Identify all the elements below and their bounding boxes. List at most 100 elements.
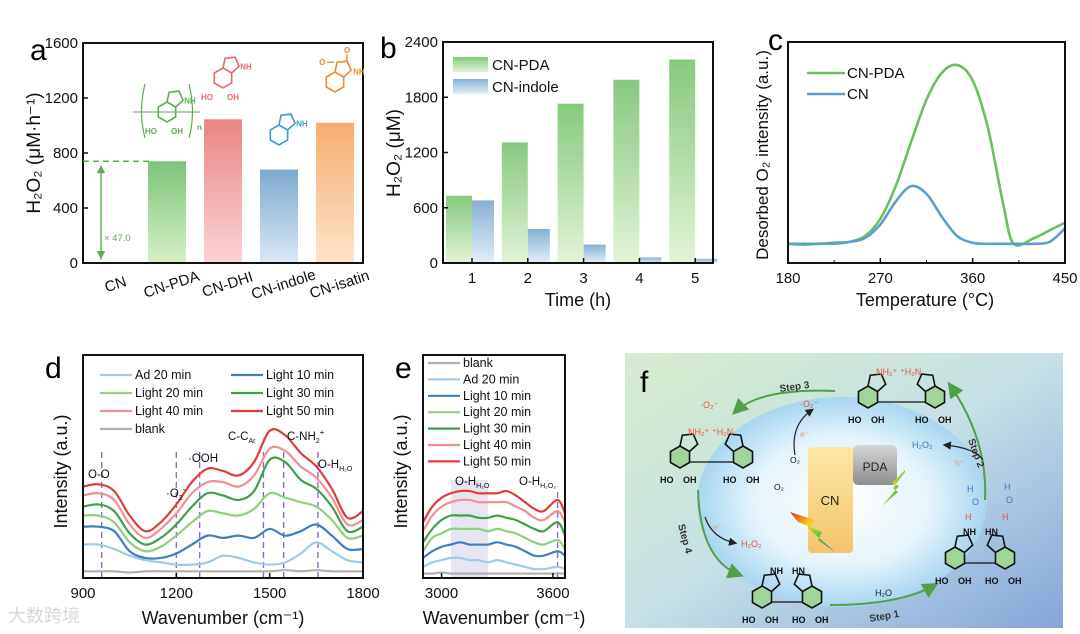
plot-frame — [82, 42, 364, 264]
x-tick-label: 2 — [524, 270, 532, 287]
h2o2-label: H₂O₂ — [912, 440, 933, 450]
cn-label: CN — [821, 493, 840, 508]
h2o2-label: H₂O₂ — [741, 539, 762, 549]
structure-label: O — [344, 46, 350, 55]
panel-label-b: b — [380, 32, 397, 65]
structure-label: O — [319, 58, 325, 67]
hydroxyl-label: HO — [792, 615, 806, 625]
legend-swatch-cn-indole — [453, 79, 488, 94]
pyrrole-ring-icon — [793, 573, 813, 593]
annotation-text: O-H — [455, 476, 476, 488]
panel-label-f: f — [640, 366, 649, 399]
water-atom-label: H — [965, 512, 972, 522]
y-axis-label: H₂O₂ (μM) — [384, 109, 405, 197]
series-line-light-10-min — [422, 541, 566, 559]
y-axis-label: Intensity (a.u.) — [51, 414, 71, 528]
structure-label: HO — [201, 93, 213, 102]
watermark: 大数跨境 — [8, 606, 80, 626]
bar-cn-indole — [527, 228, 550, 263]
series-line-blank — [422, 571, 565, 575]
panel-b: b 1 2 3 4 5 0 600 1200 1800 2400 CN-PDA CN-indole Tim… — [380, 32, 718, 310]
hole-label: h⁺ — [955, 458, 965, 468]
hydroxyl-label: OH — [765, 615, 779, 625]
y-tick-label: 0 — [430, 255, 438, 272]
bar-cn-indole — [583, 244, 606, 263]
h2o-label: H₂O — [875, 588, 892, 598]
hydroxyl-label: HO — [742, 615, 756, 625]
x-tick-label: 1 — [468, 270, 476, 287]
legend-label: Light 40 min — [463, 438, 531, 452]
cycle-arrow-step1 — [829, 583, 939, 606]
bar-cn-dhi — [204, 119, 242, 263]
h2n-plus-label: ⁺H₂N — [712, 427, 733, 437]
x-tick-label: 360 — [960, 270, 985, 287]
x-tick-label: CN-indole — [249, 266, 318, 303]
x-tick-label: 270 — [868, 270, 893, 287]
x-tick-label: CN — [103, 273, 129, 296]
x-tick-label: 1800 — [346, 585, 379, 602]
water-atom-label: O — [972, 497, 979, 507]
hydroxyl-label: HO — [915, 415, 929, 425]
annotation-superscript: - — [183, 485, 186, 494]
pyrrole-ring-icon — [724, 433, 744, 453]
cycle-arrow-step2 — [947, 381, 987, 501]
legend-label: blank — [463, 356, 494, 370]
annotation-text: C-C — [228, 431, 248, 443]
x-tick-label: 450 — [1052, 270, 1077, 287]
structure-label: NH — [240, 62, 252, 71]
dimer-step2: HO OH HO OH NH HN — [935, 527, 1022, 586]
superoxide-label: ·O₂⁻ — [800, 399, 818, 409]
peak-annotation: ·O2- — [166, 485, 186, 502]
x-axis-label: Wavenumber (cm⁻¹) — [423, 608, 586, 628]
benzene-ring-icon — [751, 585, 773, 609]
benzene-ring-icon — [669, 445, 691, 469]
x-tick-label: 4 — [635, 270, 643, 287]
plot-frame — [787, 41, 1066, 264]
annotation-text: ·O — [166, 488, 179, 500]
h2o2-formation-arrow — [704, 516, 738, 546]
structure-label: HO — [145, 127, 157, 136]
legend-label: CN — [847, 86, 869, 103]
benzene-ring-icon — [732, 445, 754, 469]
x-axis-label: Time (h) — [545, 290, 611, 310]
x-axis-label: Temperature (°C) — [856, 290, 994, 310]
peak-annotation: O-HH₂O — [455, 476, 490, 490]
light-bolt-icon — [790, 512, 835, 552]
superoxide-label: ·O₂⁻ — [700, 400, 718, 410]
series-line-ad-20-min — [82, 541, 364, 566]
cycle-arrow-step4 — [697, 489, 744, 579]
polymer-bracket — [140, 83, 194, 139]
peak-annotation: O-HH₂O — [318, 459, 353, 473]
y-tick-label: 400 — [53, 200, 78, 217]
pyrrole-ring-icon — [954, 534, 974, 554]
x-tick-label: 900 — [70, 585, 95, 602]
x-tick-label: CN-PDA — [142, 268, 202, 302]
plot-frame — [82, 354, 364, 579]
peak-annotation: O-O — [88, 469, 110, 481]
structure-label: OH — [227, 93, 239, 102]
legend-label: blank — [135, 422, 166, 436]
y-tick-label: 2400 — [405, 34, 438, 51]
hydroxyl-label: HO — [848, 415, 862, 425]
electron-label: e⁻ — [800, 429, 810, 439]
peak-annotation: O-HH₂O₂ — [519, 476, 556, 490]
legend-label: CN-PDA — [847, 65, 905, 82]
legend-label: Light 10 min — [463, 389, 531, 403]
o2-label: O₂ — [790, 455, 800, 465]
enhancement-label: × 47.0 — [104, 233, 131, 244]
annotation-text: O-H — [519, 476, 540, 488]
bar-cn-pda — [501, 142, 528, 263]
plot-frame — [442, 41, 714, 264]
hydroxyl-label: OH — [815, 615, 829, 625]
legend-label: Light 30 min — [266, 386, 334, 400]
bar-cn-indole — [472, 200, 494, 263]
step-3-label: Step 3 — [779, 380, 811, 395]
y-tick-label: 800 — [53, 145, 78, 162]
legend-label: Light 20 min — [135, 386, 203, 400]
dimer-step4: HO OH HO OH NH₂⁺ ⁺H₂N ·O₂⁻ — [660, 400, 760, 485]
benzene-ring-icon — [325, 71, 345, 93]
panel-label-e: e — [395, 352, 412, 385]
